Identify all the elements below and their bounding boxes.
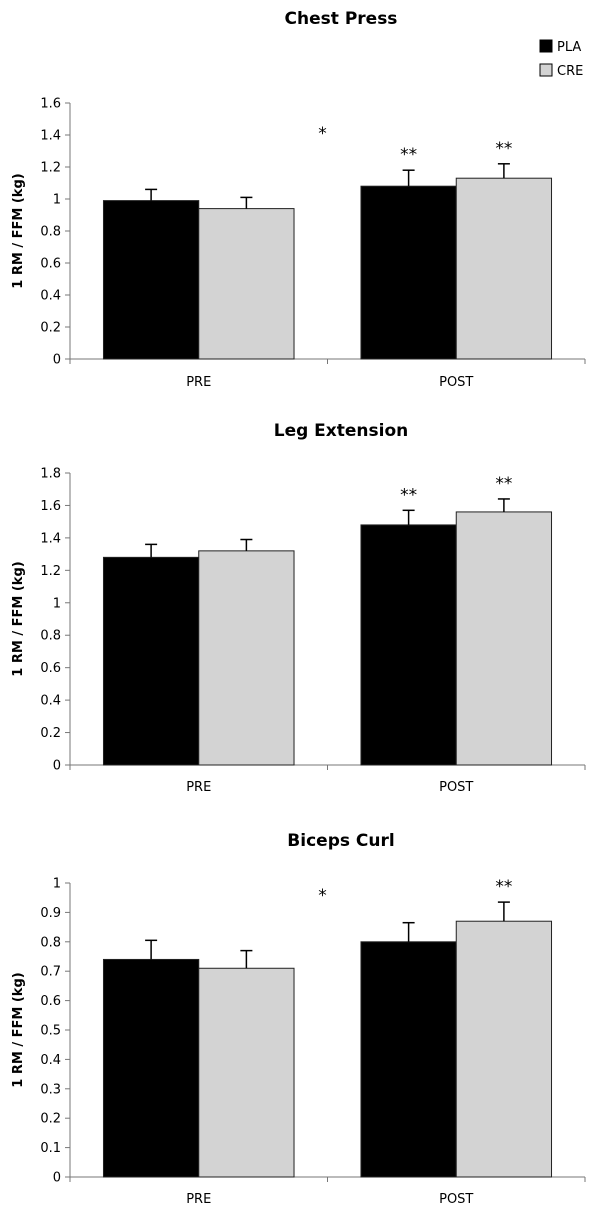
- chart-2: Leg Extension 1 RM / FFM (kg) 0 0.2 0.4 0.6 0.…: [11, 421, 586, 795]
- y-tick-label: 1.8: [40, 467, 61, 482]
- bar-pla: [102, 958, 200, 1178]
- significance-marker: **: [400, 485, 417, 505]
- bar-cre: [455, 920, 553, 1178]
- bar-pla: [360, 941, 457, 1178]
- y-tick-label: 1.4: [40, 129, 61, 144]
- y-tick-label: 1.2: [40, 161, 61, 176]
- bar-cre: [455, 511, 553, 766]
- interaction-marker: *: [318, 886, 327, 906]
- y-tick-label: 1.2: [40, 564, 61, 579]
- y-axis-label: 1 RM / FFM (kg): [11, 561, 26, 676]
- y-tick-label: 0.8: [40, 935, 61, 950]
- y-axis-label: 1 RM / FFM (kg): [11, 173, 26, 288]
- y-tick-label: 0.8: [40, 225, 61, 240]
- bar-pla: [360, 524, 457, 766]
- category-label: PRE: [186, 780, 211, 795]
- chart-title: Leg Extension: [274, 421, 409, 441]
- y-tick-label: 1: [53, 596, 61, 611]
- y-tick-label: 1.6: [40, 499, 61, 514]
- chart-1: Chest Press 1 RM / FFM (kg) 0 0.2 0.4 0.6 0.8 1…: [11, 9, 586, 390]
- legend-swatch-pla: [539, 39, 553, 53]
- legend: PLA CRE: [539, 39, 583, 79]
- category-label: POST: [439, 1192, 473, 1207]
- chart-title: Chest Press: [285, 9, 398, 29]
- bar-cre: [198, 550, 295, 766]
- bar-cre: [198, 967, 295, 1178]
- y-tick-label: 0.6: [40, 661, 61, 676]
- category-label: PRE: [186, 1192, 211, 1207]
- significance-marker: **: [495, 474, 512, 494]
- y-tick-label: 0.6: [40, 257, 61, 272]
- bar-pla: [360, 185, 457, 360]
- bar-cre: [198, 208, 295, 360]
- legend-label-pla: PLA: [557, 40, 581, 55]
- y-tick-label: 0.1: [40, 1141, 61, 1156]
- y-tick-label: 0.2: [40, 1112, 61, 1127]
- y-tick-label: 0: [53, 353, 61, 368]
- y-tick-label: 0.8: [40, 629, 61, 644]
- y-tick-label: 0.6: [40, 994, 61, 1009]
- y-tick-label: 0: [53, 759, 61, 774]
- bar-pla: [102, 200, 200, 360]
- interaction-marker: *: [318, 124, 327, 144]
- y-tick-label: 1: [53, 877, 61, 892]
- y-tick-label: 0.2: [40, 321, 61, 336]
- y-axis-label: 1 RM / FFM (kg): [11, 972, 26, 1087]
- chart-title: Biceps Curl: [287, 831, 394, 851]
- y-tick-label: 0.4: [40, 289, 61, 304]
- legend-swatch-cre: [539, 63, 553, 77]
- category-label: POST: [439, 375, 473, 390]
- bar-cre: [455, 177, 553, 360]
- y-tick-label: 1: [53, 193, 61, 208]
- y-tick-label: 0.4: [40, 694, 61, 709]
- legend-label-cre: CRE: [557, 64, 583, 79]
- y-tick-label: 0.5: [40, 1024, 61, 1039]
- significance-marker: **: [495, 877, 512, 897]
- y-tick-label: 1.4: [40, 531, 61, 546]
- significance-marker: **: [495, 139, 512, 159]
- chart-3: Biceps Curl 1 RM / FFM (kg) 0 0.1 0.2 0.3 0.4 0…: [11, 831, 586, 1207]
- y-tick-label: 0.2: [40, 726, 61, 741]
- category-label: PRE: [186, 375, 211, 390]
- y-tick-label: 1.6: [40, 97, 61, 112]
- y-tick-label: 0.9: [40, 906, 61, 921]
- bar-pla: [102, 556, 200, 766]
- y-tick-label: 0.3: [40, 1082, 61, 1097]
- y-tick-label: 0.4: [40, 1053, 61, 1068]
- category-label: POST: [439, 780, 473, 795]
- y-tick-label: 0: [53, 1171, 61, 1186]
- y-tick-label: 0.7: [40, 965, 61, 980]
- significance-marker: **: [400, 145, 417, 165]
